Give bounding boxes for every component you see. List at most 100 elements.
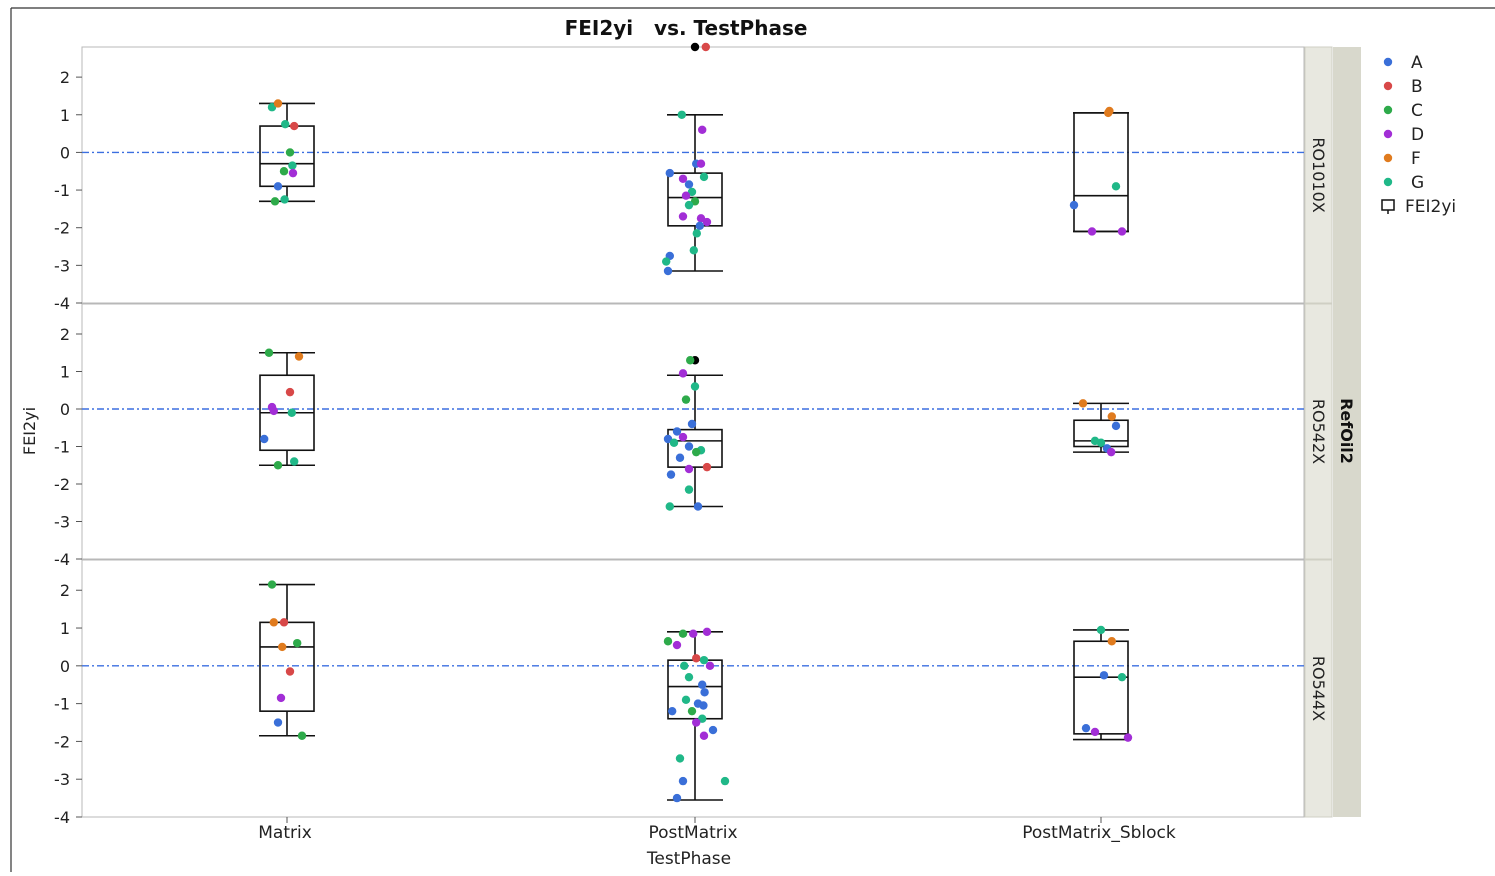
data-point-a [687,419,697,429]
panel-plot-area [81,46,1305,304]
data-point-g [1096,625,1106,635]
data-point-g [690,382,700,391]
data-point-a [260,434,269,444]
data-point-d [276,693,286,703]
x-tick-label-matrix: Matrix [258,823,312,843]
data-point-a [678,776,688,786]
data-point-g [290,457,299,466]
legend-label-c: C [1411,101,1423,121]
y-tick-label: 2 [60,68,70,87]
data-point-b [702,462,712,472]
data-point-a [663,434,673,444]
data-point-a [1069,200,1079,210]
data-point-g [1117,672,1127,682]
data-point-d [678,174,688,183]
y-tick-label: -2 [54,732,70,751]
legend-label-a: A [1411,53,1423,73]
data-point-d [1123,733,1133,742]
panel-ro1010x: RO1010X -4 -3 -2 -1 0 1 2 [54,42,1333,313]
data-point-b [290,121,299,131]
data-point-a [693,502,703,511]
group-by-label: RefOil2 [1337,398,1356,464]
data-point-g [684,485,694,494]
data-point-g [280,195,289,204]
data-point-a [672,427,682,436]
panel-ro542x: RO542X -4 -3 -2 -1 0 1 2 [54,303,1333,569]
data-point-c [267,580,277,589]
legend-label-b: B [1411,77,1423,97]
box-iqr [1073,112,1129,233]
panel-strip [1304,559,1333,818]
data-point-f [273,99,283,108]
x-tick-label-postmatrix: PostMatrix [648,823,737,843]
data-point-g [681,695,691,705]
panel-strip-label: RO1010X [1309,137,1328,212]
data-point-g [267,103,277,112]
data-point-g [698,714,707,723]
y-tick-label: 1 [60,363,70,382]
legend-marker-c [1383,105,1393,115]
y-tick-label: -4 [54,550,70,569]
data-point-d [681,191,691,200]
data-point-g [675,754,685,763]
box-matrix [259,351,315,467]
y-tick-label: 0 [60,657,70,676]
data-point-a [665,168,674,178]
data-point-b [285,387,295,397]
panel-plot-area [81,559,1305,818]
panel-strip-label: RO542X [1309,399,1328,464]
y-tick-label: 1 [60,106,70,125]
data-point-c [285,148,295,157]
y-tick-label: -1 [54,438,70,457]
data-point-f [1107,637,1117,646]
data-point-a [672,793,682,803]
data-point-g [699,655,709,665]
data-point-d [1107,447,1116,457]
data-point-d [678,212,688,221]
data-point-g [689,246,698,255]
panel-strip-label: RO544X [1309,656,1328,721]
data-point-g [680,661,689,671]
data-point-d [705,661,715,671]
data-point-c [687,706,697,716]
data-point-d [1090,727,1100,737]
data-point-b [285,667,295,676]
data-point-a [684,442,694,451]
data-point-a [668,706,677,716]
data-point-d [288,168,298,178]
x-tick-labels: Matrix PostMatrix PostMatrix_Sblock [258,817,1176,843]
data-point-b [692,654,701,663]
data-point-d [1087,227,1097,236]
data-point-d [1117,227,1127,236]
y-tick-label: 0 [60,143,70,162]
data-point-f [269,618,278,627]
panels-layer: RO1010X-4-3-2-1012RO542X-4-3-2-1012RO544… [54,42,1333,827]
panel-plot-area [81,303,1305,560]
data-point-b [701,42,710,52]
data-point-a [708,725,718,735]
data-point-g [687,187,697,197]
data-point-g [281,119,290,129]
box-iqr [1073,640,1129,735]
data-point-d [269,406,278,416]
group-strip [1333,47,1361,817]
data-point-c [264,348,274,357]
x-axis-label: TestPhase [646,849,731,869]
chart-title: FEI2yi vs. TestPhase [565,16,808,40]
data-point-d [678,432,688,442]
data-point-c [293,638,302,648]
y-tick-label: -1 [54,695,70,714]
legend-label-d: D [1411,125,1424,145]
panel-strip [1304,303,1333,560]
data-point-d [698,125,707,135]
data-point-g [287,408,296,417]
legend-label-f: F [1411,149,1421,169]
data-point-g [669,438,679,447]
y-tick-label: 2 [60,325,70,344]
data-point-a [698,680,707,689]
data-point-g [699,172,709,182]
data-point-a [273,182,283,191]
